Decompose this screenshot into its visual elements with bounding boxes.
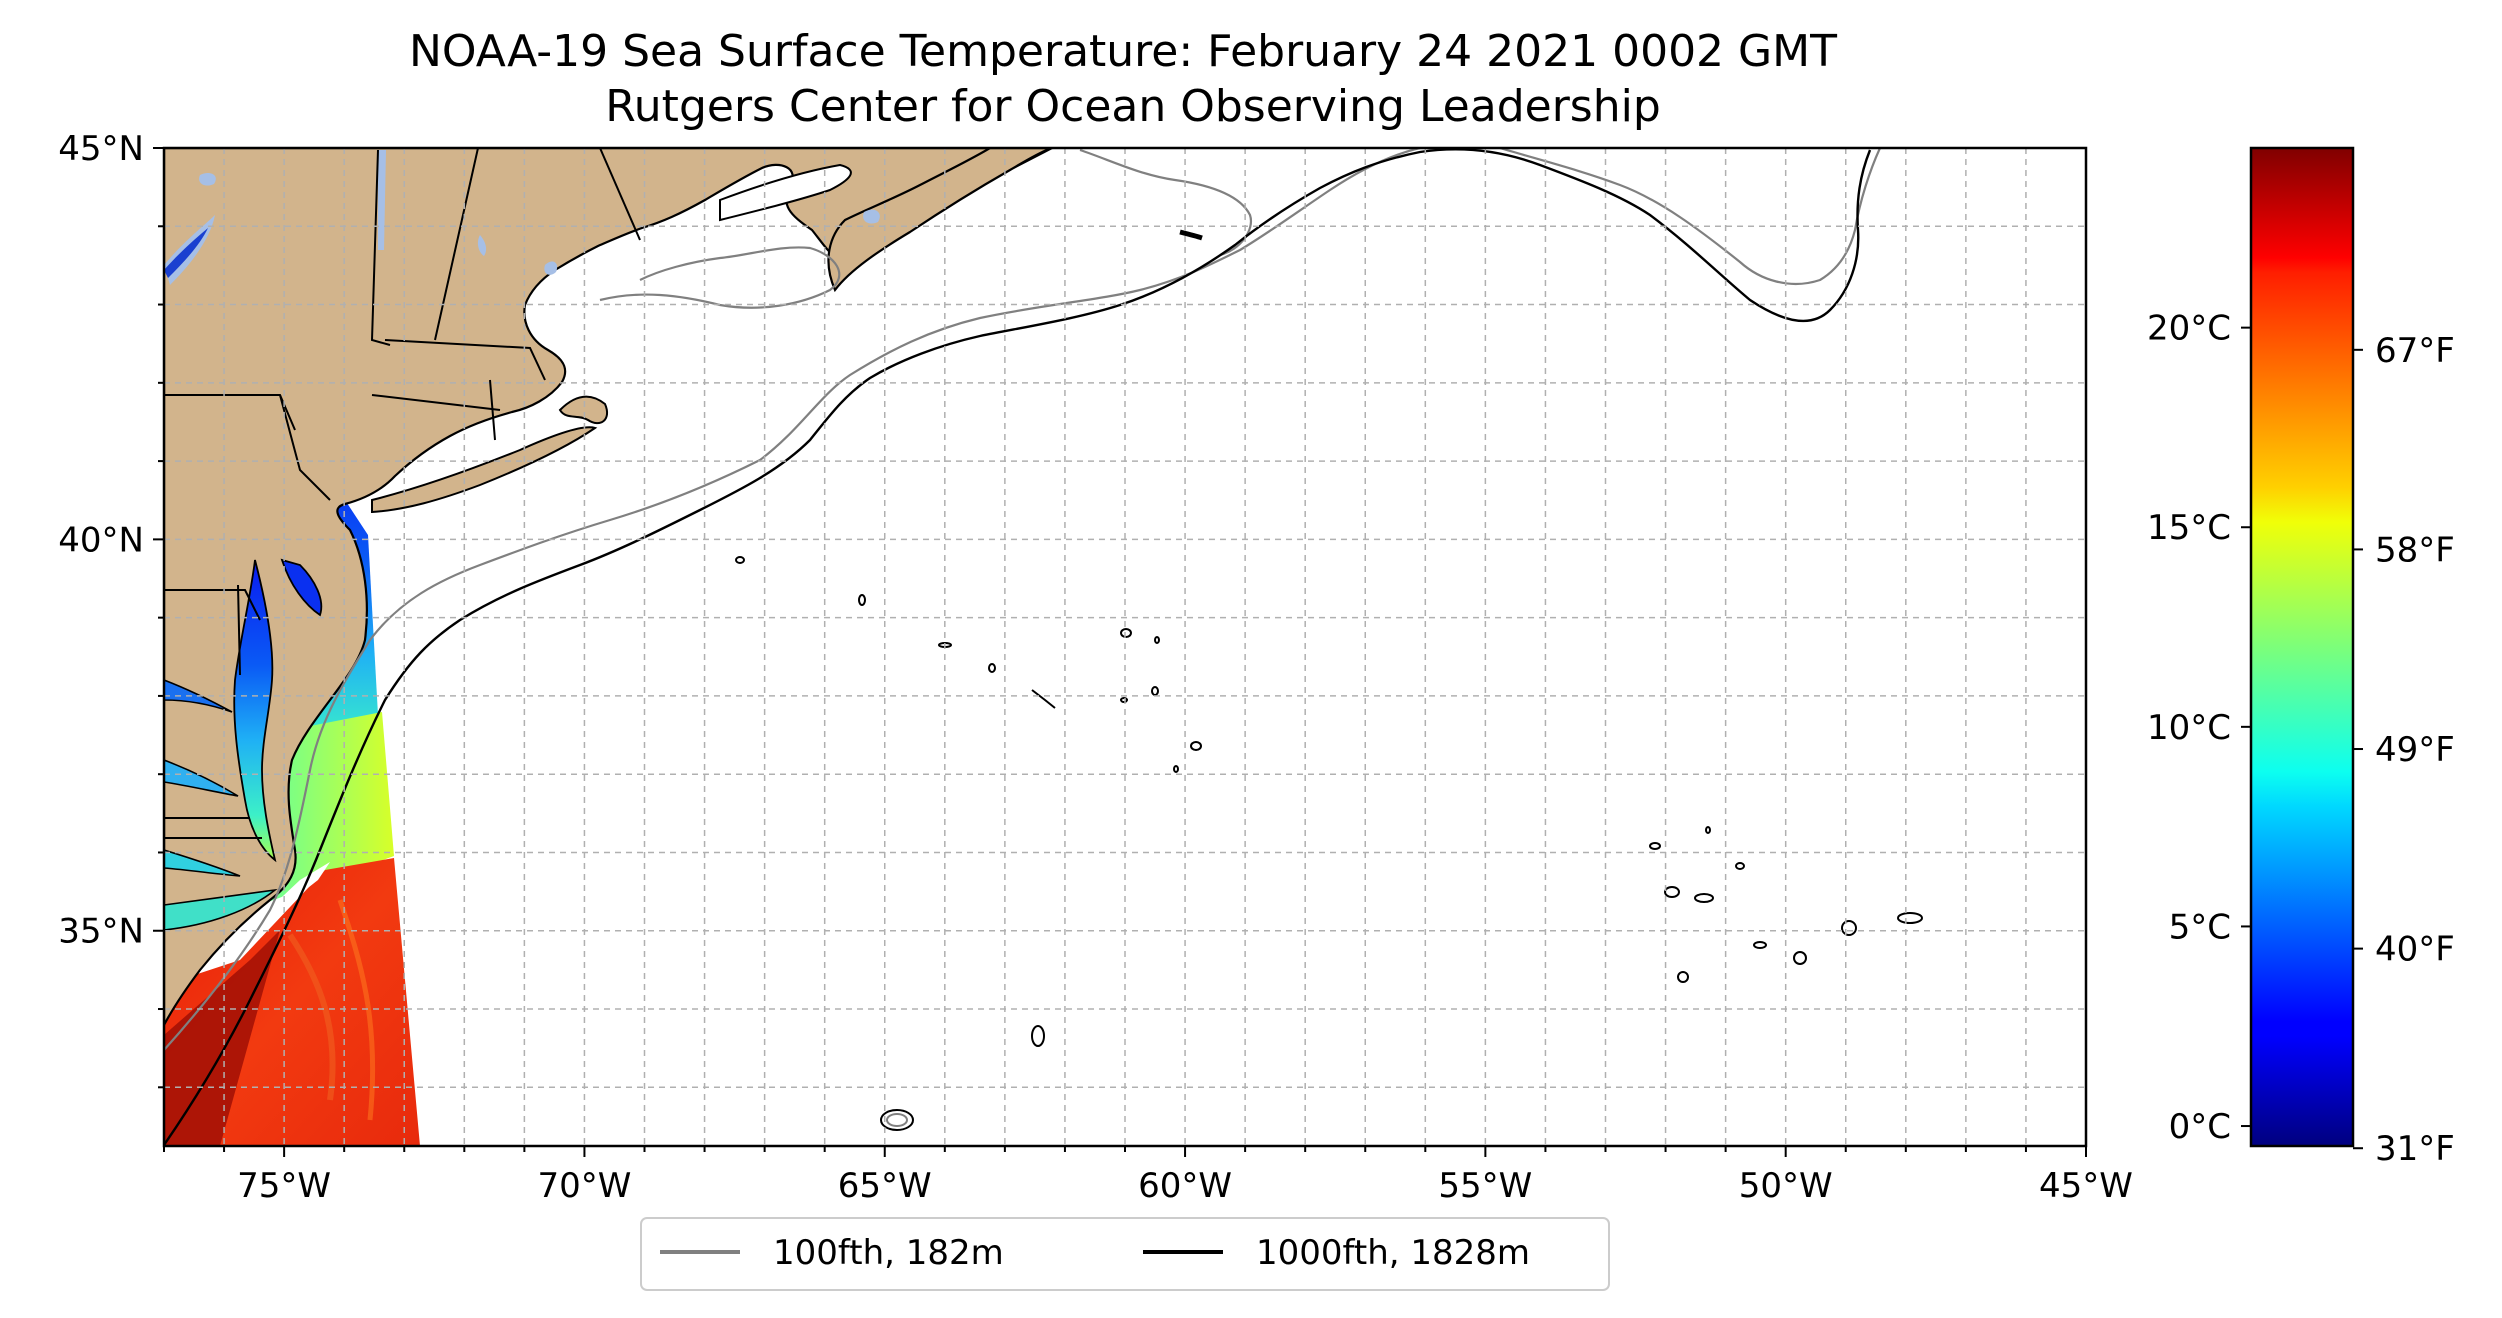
legend-label-100fth: 100fth, 182m [773, 1233, 1004, 1273]
pamlico-sound [164, 888, 278, 931]
seamount [735, 556, 745, 564]
sst-streak [337, 899, 376, 1121]
state-boundary [384, 339, 546, 381]
state-boundary [489, 379, 496, 441]
colorbar: 0°C 5°C 10°C 15°C 20°C 31°F 40°F 49°F 58°F 67°F [2147, 146, 2455, 1169]
state-boundary [370, 149, 391, 346]
colorbar-celsius-label: 10°C [2147, 708, 2231, 748]
x-tick-label: 50°W [1739, 1166, 1833, 1206]
seamount [1120, 628, 1132, 638]
state-boundary [279, 394, 331, 501]
seamount [1120, 697, 1128, 703]
maine-coast [719, 163, 852, 222]
isobath-1000fth-slope [164, 148, 1872, 1146]
colorbar-fahrenheit-label: 40°F [2375, 930, 2455, 970]
tidal-inlet [164, 759, 239, 797]
colorbar-fahrenheit-label: 31°F [2375, 1129, 2455, 1169]
seamount [1664, 886, 1680, 898]
seamount [1031, 1025, 1045, 1047]
x-axis: 75°W 70°W 65°W 60°W 55°W 50°W 45°W [163, 1146, 2133, 1206]
colorbar-gradient [2249, 146, 2355, 1148]
isobath-100fth-georges [599, 246, 841, 309]
seamount [1190, 741, 1202, 751]
legend-box [640, 1217, 1610, 1291]
lake [164, 228, 208, 278]
sst-swath-coastal-warm [164, 930, 280, 1146]
colorbar-celsius-label: 0°C [2169, 1107, 2231, 1147]
lake [477, 235, 487, 256]
state-boundary [434, 148, 479, 341]
y-tick-label: 40°N [58, 520, 144, 560]
seamount [858, 594, 866, 606]
legend-label-1000fth: 1000fth, 1828m [1256, 1233, 1530, 1273]
x-tick-label: 60°W [1138, 1166, 1232, 1206]
seamount [1649, 842, 1661, 850]
x-tick-label: 70°W [537, 1166, 631, 1206]
seamount [1677, 971, 1689, 983]
seamount [880, 1109, 914, 1131]
seamount [1151, 686, 1159, 696]
x-tick-label: 55°W [1438, 1166, 1532, 1206]
seamount [1173, 765, 1179, 773]
lake [378, 150, 386, 250]
colorbar-celsius-label: 15°C [2147, 508, 2231, 548]
legend: 100fth, 182m 1000fth, 1828m [640, 1217, 1610, 1291]
isobath-100fth-scotian [1499, 148, 1882, 286]
land-masses [164, 148, 1053, 1026]
seamount [1154, 636, 1160, 644]
chesapeake-bay [233, 559, 277, 863]
seamount [1735, 862, 1745, 870]
y-tick-label: 45°N [58, 129, 144, 169]
seamount [1031, 689, 1056, 709]
seamount [1694, 893, 1714, 903]
graticule-grid [163, 148, 2087, 1146]
seamount [1705, 826, 1711, 834]
y-axis: 45°N 40°N 35°N [58, 129, 164, 1089]
x-tick-label: 75°W [237, 1166, 331, 1206]
tidal-inlet [164, 849, 241, 877]
state-boundary [371, 394, 501, 411]
state-boundary [164, 589, 261, 621]
sst-swath-coastal-cold [215, 862, 330, 960]
lake [863, 209, 880, 224]
chart-subtitle: Rutgers Center for Ocean Observing Leade… [605, 81, 1661, 132]
lake [544, 261, 558, 275]
colorbar-celsius-label: 5°C [2169, 907, 2231, 947]
colorbar-fahrenheit-axis: 31°F 40°F 49°F 58°F 67°F [2353, 331, 2455, 1169]
colorbar-celsius-label: 20°C [2147, 309, 2231, 349]
seamount [988, 663, 996, 673]
colorbar-fahrenheit-label: 67°F [2375, 331, 2455, 371]
isobath-1000fth [164, 148, 1872, 1146]
y-tick-label: 35°N [58, 912, 144, 952]
seamount [1753, 941, 1767, 949]
state-boundaries [164, 148, 641, 839]
trench-lobe [1179, 229, 1203, 241]
seamounts [735, 229, 1923, 1131]
colorbar-celsius-axis: 0°C 5°C 10°C 15°C 20°C [2147, 309, 2251, 1147]
colorbar-fahrenheit-label: 58°F [2375, 530, 2455, 570]
sst-streak [287, 933, 336, 1101]
x-tick-label: 45°W [2039, 1166, 2133, 1206]
land-north-america [164, 148, 1053, 1026]
isobath-100fth [164, 148, 1882, 1051]
state-boundary [237, 584, 241, 676]
seamount [1793, 951, 1807, 965]
delaware-bay [280, 558, 323, 617]
seamount [1897, 912, 1923, 924]
chart-title: NOAA-19 Sea Surface Temperature: Februar… [409, 26, 1837, 77]
colorbar-fahrenheit-label: 49°F [2375, 730, 2455, 770]
long-island [371, 426, 598, 514]
x-tick-label: 65°W [838, 1166, 932, 1206]
lake [199, 173, 216, 186]
cape-cod [558, 395, 608, 425]
isobath-100fth-shelf [164, 148, 1421, 1051]
seamount [1841, 920, 1857, 936]
state-boundary [599, 148, 641, 241]
seamount [886, 1113, 908, 1127]
